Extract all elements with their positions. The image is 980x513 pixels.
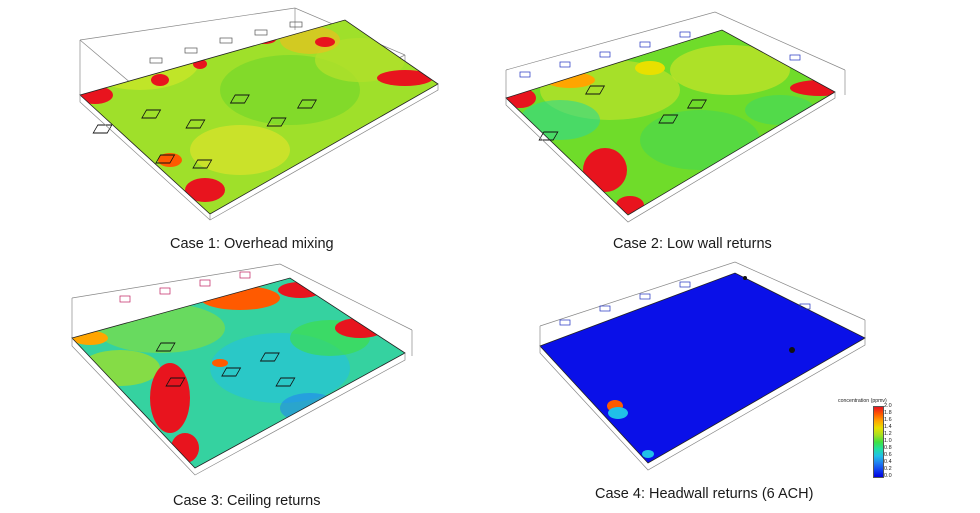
legend-tick-label: 0.2 [884,466,892,472]
case-4-concentration-patches [607,400,654,458]
case-1-contour-plot [79,7,439,221]
concentration-legend: concentration (ppmv) 2.0 1.8 1.6 1.4 1.2 1.0 0… [838,398,908,483]
case-3-panel [60,258,450,483]
legend-tick-label: 0.4 [884,459,892,465]
case-3-caption: Case 3: Ceiling returns [173,493,321,509]
case-1-caption: Case 1: Overhead mixing [170,236,334,252]
case-4-caption: Case 4: Headwall returns (6 ACH) [595,486,814,502]
case-1-panel [60,0,460,225]
legend-color-bar [873,406,884,478]
case-2-caption: Case 2: Low wall returns [613,236,772,252]
legend-tick-label: 0.8 [884,445,892,451]
legend-tick-label: 1.8 [884,410,892,416]
legend-tick-label: 2.0 [884,403,892,409]
case-3-contour-plot [71,263,413,476]
case-2-concentration-patches [506,45,835,214]
case-2-panel [500,0,880,235]
case-4-contour-plot [539,261,866,471]
legend-tick-label: 1.6 [884,417,892,423]
legend-tick-label: 1.4 [884,424,892,430]
legend-tick-label: 1.2 [884,431,892,437]
legend-title: concentration (ppmv) [838,398,887,404]
case-2-contour-plot [505,11,846,223]
legend-tick-label: 1.0 [884,438,892,444]
legend-tick-label: 0.6 [884,452,892,458]
legend-tick-label: 0.0 [884,473,892,479]
case-4-panel [530,258,870,473]
